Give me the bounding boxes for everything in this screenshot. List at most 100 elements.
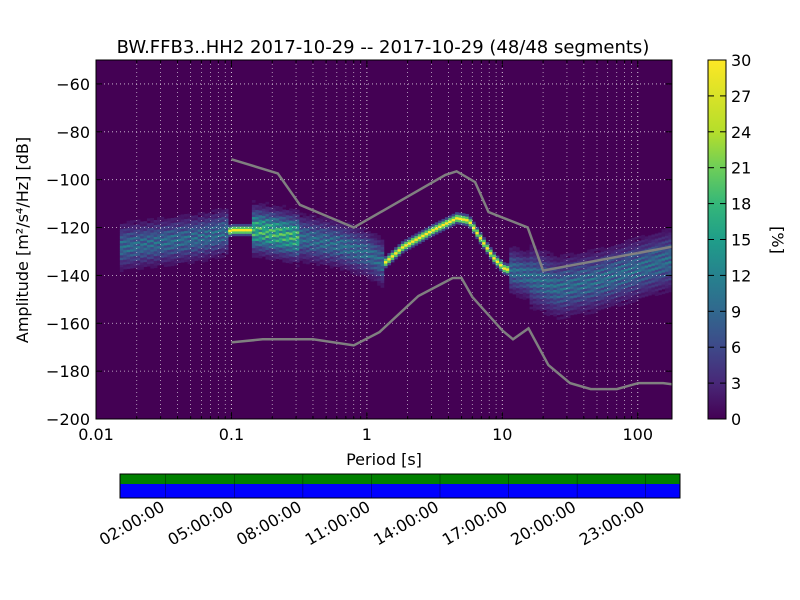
psd-cell xyxy=(411,242,415,246)
psd-cell xyxy=(624,273,629,277)
psd-cell xyxy=(553,287,557,291)
psd-cell xyxy=(299,253,303,256)
psd-cell xyxy=(516,290,520,293)
psd-cell xyxy=(617,270,622,274)
psd-cell xyxy=(370,240,375,244)
psd-cell xyxy=(664,259,669,263)
psd-cell xyxy=(319,256,324,260)
psd-cell xyxy=(143,233,148,236)
psd-cell xyxy=(641,278,645,281)
psd-cell xyxy=(278,208,283,212)
psd-cell xyxy=(258,205,263,209)
psd-cell xyxy=(519,286,524,290)
psd-cell xyxy=(302,258,307,262)
psd-cell xyxy=(573,278,578,282)
psd-cell xyxy=(130,237,134,240)
psd-cell xyxy=(130,222,134,226)
psd-cell xyxy=(241,233,246,237)
psd-cell xyxy=(658,270,662,274)
psd-cell xyxy=(221,209,226,213)
psd-cell xyxy=(444,219,449,223)
psd-cell xyxy=(163,225,168,229)
psd-cell xyxy=(136,255,141,259)
psd-cell xyxy=(180,235,185,239)
psd-cell xyxy=(516,261,520,265)
psd-cell xyxy=(143,257,148,260)
psd-cell xyxy=(180,214,185,218)
psd-cell xyxy=(563,272,568,276)
psd-cell xyxy=(336,238,341,241)
psd-cell xyxy=(130,241,134,245)
psd-cell xyxy=(532,279,537,282)
psd-cell xyxy=(190,229,195,233)
psd-cell xyxy=(211,216,215,220)
psd-cell xyxy=(668,260,672,264)
psd-cell xyxy=(522,268,527,272)
psd-cell xyxy=(512,255,517,259)
psd-cell xyxy=(163,233,168,236)
psd-cell xyxy=(204,220,209,224)
psd-cell xyxy=(136,262,141,266)
psd-cell xyxy=(373,247,378,251)
psd-cell xyxy=(197,229,202,232)
psd-cell xyxy=(272,258,276,261)
psd-cell xyxy=(143,242,148,246)
psd-cell xyxy=(177,260,182,263)
psd-cell xyxy=(597,247,601,251)
psd-cell xyxy=(637,295,642,299)
psd-cell xyxy=(654,264,659,268)
psd-cell xyxy=(248,231,253,234)
psd-cell xyxy=(509,271,513,275)
psd-cell xyxy=(319,242,324,246)
psd-cell xyxy=(258,238,263,242)
psd-cell xyxy=(356,242,361,245)
psd-cell xyxy=(668,241,672,245)
psd-cell xyxy=(126,256,131,260)
psd-cell xyxy=(251,204,256,208)
psd-cell xyxy=(150,229,155,233)
psd-cell xyxy=(211,223,215,227)
psd-cell xyxy=(593,298,598,302)
psd-cell xyxy=(637,288,642,292)
y-tick-label: −80 xyxy=(56,123,90,142)
psd-cell xyxy=(255,238,259,241)
psd-cell xyxy=(282,209,287,213)
y-tick-label: −140 xyxy=(46,266,90,285)
psd-cell xyxy=(448,217,452,221)
x-tick-label: 0.1 xyxy=(219,425,244,444)
psd-cell xyxy=(566,315,571,319)
psd-cell xyxy=(529,273,534,276)
psd-cell xyxy=(140,240,144,244)
psd-cell xyxy=(356,273,361,277)
psd-cell xyxy=(174,241,178,245)
psd-cell xyxy=(272,210,276,213)
psd-cell xyxy=(255,240,259,244)
psd-cell xyxy=(323,238,327,241)
psd-cell xyxy=(427,225,432,229)
psd-cell xyxy=(668,270,672,274)
psd-cell xyxy=(658,256,662,260)
psd-cell xyxy=(576,256,581,259)
psd-cell xyxy=(370,262,375,265)
psd-cell xyxy=(146,235,151,238)
psd-cell xyxy=(597,290,601,294)
psd-cell xyxy=(350,242,354,246)
psd-cell xyxy=(614,302,618,306)
psd-cell xyxy=(157,241,161,244)
psd-cell xyxy=(505,268,510,271)
psd-cell xyxy=(377,268,381,272)
psd-cell xyxy=(414,238,419,241)
psd-cell xyxy=(539,258,544,261)
psd-cell xyxy=(343,264,348,267)
psd-cell xyxy=(380,242,385,245)
psd-cell xyxy=(390,250,395,253)
psd-cell xyxy=(143,259,148,263)
psd-cell xyxy=(549,302,554,306)
psd-cell xyxy=(265,256,270,260)
psd-cell xyxy=(539,289,544,292)
psd-cell xyxy=(377,251,381,255)
psd-cell xyxy=(255,255,259,258)
y-tick-label: −100 xyxy=(46,171,90,190)
psd-cell xyxy=(163,221,168,224)
psd-cell xyxy=(563,294,568,298)
